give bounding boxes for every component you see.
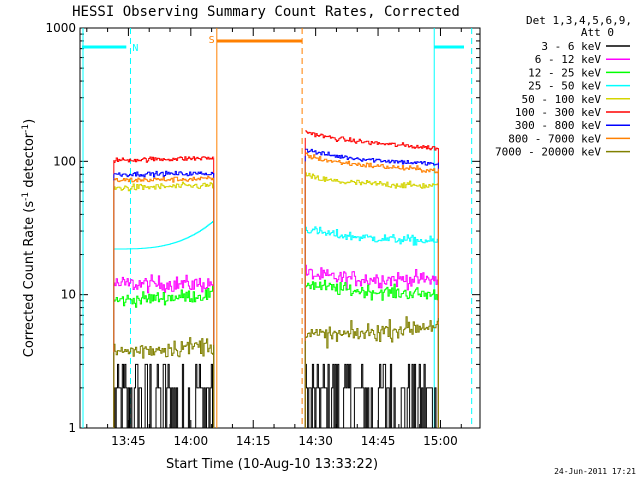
footer-timestamp: 24-Jun-2011 17:21 xyxy=(554,467,636,476)
series-line xyxy=(305,172,439,189)
series-5 xyxy=(113,130,439,428)
series-layer xyxy=(113,130,439,429)
legend-label: 12 - 25 keV xyxy=(528,66,601,79)
series-line xyxy=(113,286,215,308)
chart-title: HESSI Observing Summary Count Rates, Cor… xyxy=(72,4,460,20)
tick-labels: 1 10 100 1000 13:45 14:00 14:15 14:30 14:45 15:00 xyxy=(45,21,457,448)
x-tick-label: 14:00 xyxy=(174,434,209,448)
legend-label: 25 - 50 keV xyxy=(528,80,601,93)
x-axis-label: Start Time (10-Aug-10 13:33:22) xyxy=(166,457,378,472)
series-line xyxy=(113,337,215,359)
series-line xyxy=(305,279,439,301)
legend-title-detectors: Det 1,3,4,5,6,9, xyxy=(526,14,632,27)
series-8 xyxy=(113,316,439,428)
series-line xyxy=(113,274,215,294)
x-tick-label: 14:15 xyxy=(236,434,271,448)
series-line xyxy=(305,316,439,349)
y-tick-label: 10 xyxy=(61,288,76,302)
y-axis-label-part2: detector xyxy=(22,132,37,192)
orbit-markers: NS xyxy=(82,28,473,428)
y-axis-label-sup2: -1 xyxy=(21,124,31,133)
series-line xyxy=(305,152,439,174)
series-0 xyxy=(113,363,439,429)
x-tick-label: 13:45 xyxy=(111,434,146,448)
series-line xyxy=(305,130,439,151)
x-tick-label: 15:00 xyxy=(423,434,458,448)
y-tick-label: 100 xyxy=(53,154,76,168)
legend-label: 50 - 100 keV xyxy=(522,93,602,106)
series-line xyxy=(305,148,439,166)
y-axis-label-sup1: -1 xyxy=(21,192,31,201)
y-tick-label: 1 xyxy=(68,421,76,435)
y-axis-label: Corrected Count Rate (s-1 detector-1) xyxy=(21,119,37,357)
series-line xyxy=(305,363,439,429)
series-3 xyxy=(113,220,439,428)
y-axis-label-part3: ) xyxy=(22,119,37,124)
legend-label: 3 - 6 keV xyxy=(541,40,601,53)
legend-label: 100 - 300 keV xyxy=(515,106,601,119)
saa-label: S xyxy=(209,35,215,46)
series-line xyxy=(113,156,215,163)
series-line xyxy=(113,175,215,183)
series-line xyxy=(305,226,439,246)
legend-label: 7000 - 20000 keV xyxy=(495,146,601,159)
series-line xyxy=(113,181,215,192)
x-tick-label: 14:45 xyxy=(361,434,396,448)
y-axis-label-part1: Corrected Count Rate (s xyxy=(22,201,37,358)
legend-label: 300 - 800 keV xyxy=(515,119,601,132)
series-line xyxy=(113,363,215,429)
y-tick-label: 1000 xyxy=(45,21,76,35)
legend-label: 6 - 12 keV xyxy=(535,53,602,66)
series-line xyxy=(113,220,215,250)
series-2 xyxy=(113,279,439,428)
night-label: N xyxy=(132,43,138,54)
x-tick-label: 14:30 xyxy=(298,434,333,448)
plot-border xyxy=(79,27,481,429)
series-line xyxy=(113,170,215,178)
legend-title-attenuator: Att 0 xyxy=(581,26,614,39)
series-line xyxy=(305,264,439,291)
series-4 xyxy=(113,172,439,428)
legend-label: 800 - 7000 keV xyxy=(508,132,601,145)
